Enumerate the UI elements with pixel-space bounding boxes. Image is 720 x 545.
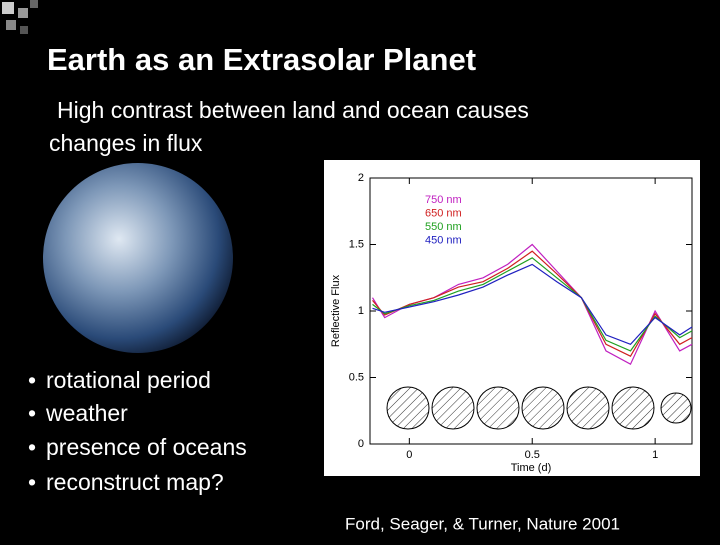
subtitle: High contrast between land and ocean cau… <box>57 97 529 123</box>
y-tick-label: 2 <box>358 172 364 184</box>
subtitle: changes in flux <box>49 130 203 156</box>
bullet-text: reconstruct map? <box>46 469 224 495</box>
bullet-text: weather <box>45 400 128 426</box>
bullet-text: rotational period <box>46 367 211 393</box>
bullets: • rotational period • weather • presence… <box>28 367 247 495</box>
bullet: • <box>28 434 36 460</box>
earth-image <box>43 163 233 353</box>
map-thumbnails <box>386 386 692 430</box>
series-line <box>372 257 693 352</box>
corner-squares <box>2 0 38 34</box>
chart-panel <box>324 160 700 476</box>
y-tick-label: 1.5 <box>349 238 364 250</box>
legend-entry: 550 nm <box>425 221 462 233</box>
x-tick-label: 0 <box>406 449 412 461</box>
y-tick-label: 1 <box>358 305 364 317</box>
bullet-text: presence of oceans <box>46 434 247 460</box>
title: Earth as an Extrasolar Planet <box>47 42 476 77</box>
series-line <box>372 263 693 346</box>
bullet: • <box>28 367 36 393</box>
bullet: • <box>28 400 36 426</box>
y-axis-label: Reflective Flux <box>330 274 342 347</box>
legend-entry: 750 nm <box>425 194 462 206</box>
x-tick-label: 0.5 <box>525 449 540 461</box>
credit: Ford, Seager, & Turner, Nature 2001 <box>345 514 620 533</box>
legend-entry: 650 nm <box>425 207 462 219</box>
legend-entry: 450 nm <box>425 234 462 246</box>
bullet: • <box>28 469 36 495</box>
x-tick-label: 1 <box>652 449 658 461</box>
y-tick-label: 0.5 <box>349 371 364 383</box>
y-tick-label: 0 <box>358 438 364 450</box>
x-axis-label: Time (d) <box>511 462 552 474</box>
